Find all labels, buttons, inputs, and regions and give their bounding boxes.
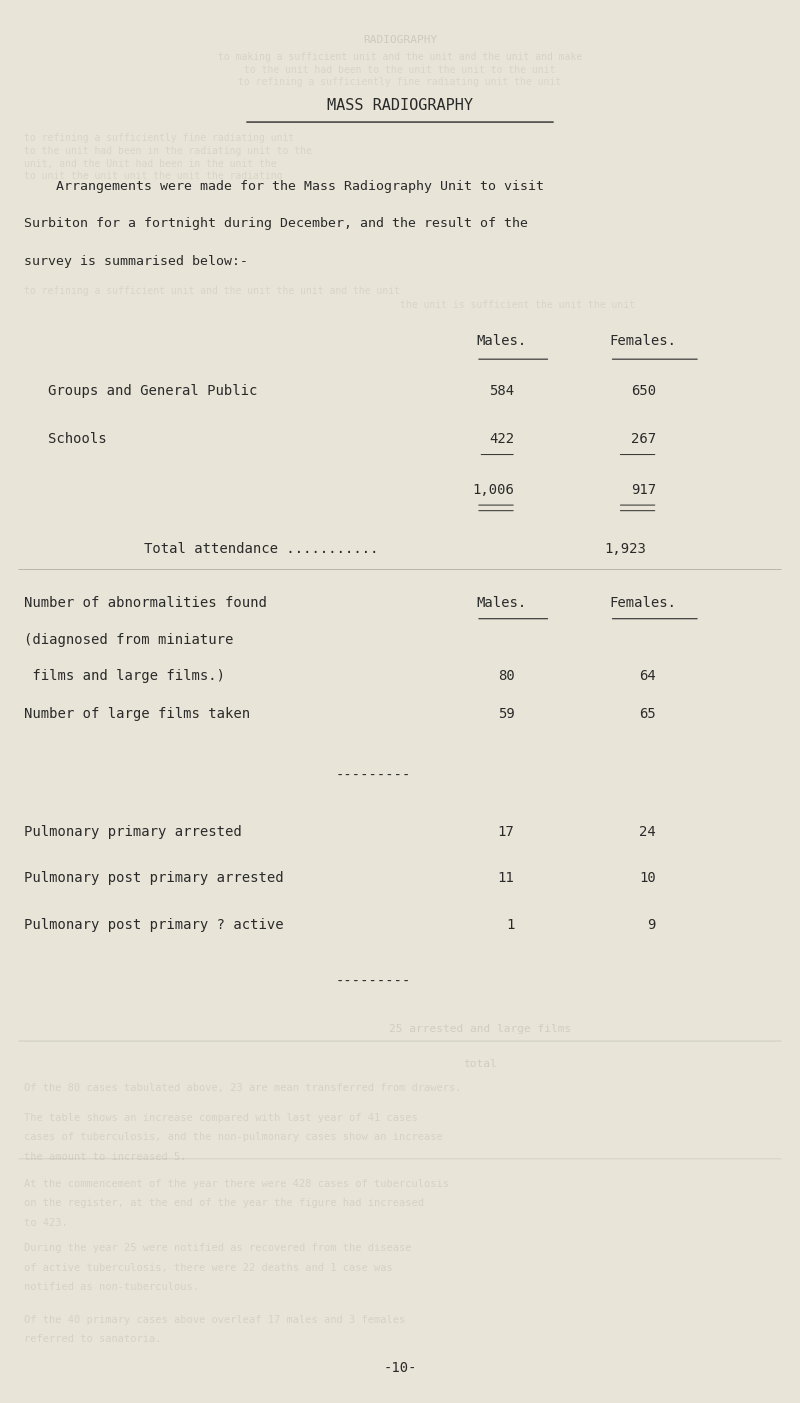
Text: to the unit had been in the radiating unit to the: to the unit had been in the radiating un… — [24, 146, 312, 156]
Text: to refining a sufficient unit and the unit the unit and the unit: to refining a sufficient unit and the un… — [24, 286, 400, 296]
Text: 1,923: 1,923 — [604, 542, 646, 556]
Text: referred to sanatoria.: referred to sanatoria. — [24, 1334, 162, 1344]
Text: notified as non-tuberculous.: notified as non-tuberculous. — [24, 1282, 199, 1292]
Text: 267: 267 — [631, 432, 656, 446]
Text: 9: 9 — [648, 918, 656, 932]
Text: RADIOGRAPHY: RADIOGRAPHY — [363, 35, 437, 45]
Text: 25 arrested and large films: 25 arrested and large films — [389, 1024, 571, 1034]
Text: Surbiton for a fortnight during December, and the result of the: Surbiton for a fortnight during December… — [24, 217, 528, 230]
Text: -10-: -10- — [383, 1361, 417, 1375]
Text: of active tuberculosis, there were 22 deaths and 1 case was: of active tuberculosis, there were 22 de… — [24, 1263, 393, 1273]
Text: Pulmonary post primary arrested: Pulmonary post primary arrested — [24, 871, 284, 885]
Text: films and large films.): films and large films.) — [24, 669, 225, 683]
Text: 1: 1 — [506, 918, 514, 932]
Text: Number of large films taken: Number of large films taken — [24, 707, 250, 721]
Text: survey is summarised below:-: survey is summarised below:- — [24, 255, 248, 268]
Text: Females.: Females. — [610, 334, 677, 348]
Text: 10: 10 — [639, 871, 656, 885]
Text: 422: 422 — [490, 432, 514, 446]
Text: 59: 59 — [498, 707, 514, 721]
Text: 650: 650 — [631, 384, 656, 398]
Text: 584: 584 — [490, 384, 514, 398]
Text: Males.: Males. — [476, 334, 526, 348]
Text: Total attendance ...........: Total attendance ........... — [144, 542, 378, 556]
Text: Arrangements were made for the Mass Radiography Unit to visit: Arrangements were made for the Mass Radi… — [24, 180, 544, 192]
Text: 917: 917 — [631, 483, 656, 497]
Text: to refining a sufficiently fine radiating unit: to refining a sufficiently fine radiatin… — [24, 133, 294, 143]
Text: Groups and General Public: Groups and General Public — [48, 384, 258, 398]
Text: ---------: --------- — [336, 975, 411, 989]
Text: 11: 11 — [498, 871, 514, 885]
Text: Pulmonary primary arrested: Pulmonary primary arrested — [24, 825, 242, 839]
Text: 80: 80 — [498, 669, 514, 683]
Text: The table shows an increase compared with last year of 41 cases: The table shows an increase compared wit… — [24, 1113, 418, 1122]
Text: Pulmonary post primary ? active: Pulmonary post primary ? active — [24, 918, 284, 932]
Text: At the commencement of the year there were 428 cases of tuberculosis: At the commencement of the year there we… — [24, 1179, 449, 1188]
Text: the amount to increased 5.: the amount to increased 5. — [24, 1152, 186, 1162]
Text: During the year 25 were notified as recovered from the disease: During the year 25 were notified as reco… — [24, 1243, 411, 1253]
Text: Females.: Females. — [610, 596, 677, 610]
Text: cases of tuberculosis, and the non-pulmonary cases show an increase: cases of tuberculosis, and the non-pulmo… — [24, 1132, 442, 1142]
Text: MASS RADIOGRAPHY: MASS RADIOGRAPHY — [327, 98, 473, 114]
Text: 1,006: 1,006 — [473, 483, 514, 497]
Text: ---------: --------- — [336, 769, 411, 783]
Text: 65: 65 — [639, 707, 656, 721]
Text: to the unit had been to the unit the unit to the unit: to the unit had been to the unit the uni… — [244, 65, 556, 74]
Text: to refining a sufficiently fine radiating unit the unit: to refining a sufficiently fine radiatin… — [238, 77, 562, 87]
Text: on the register, at the end of the year the figure had increased: on the register, at the end of the year … — [24, 1198, 424, 1208]
Text: (diagnosed from miniature: (diagnosed from miniature — [24, 633, 234, 647]
Text: Number of abnormalities found: Number of abnormalities found — [24, 596, 267, 610]
Text: 24: 24 — [639, 825, 656, 839]
Text: the unit is sufficient the unit the unit: the unit is sufficient the unit the unit — [400, 300, 635, 310]
Text: unit, and the Unit had been in the unit the: unit, and the Unit had been in the unit … — [24, 159, 277, 168]
Text: to unit the unit unit the unit the radiating: to unit the unit unit the unit the radia… — [24, 171, 282, 181]
Text: Males.: Males. — [476, 596, 526, 610]
Text: 17: 17 — [498, 825, 514, 839]
Text: Of the 40 primary cases above overleaf 17 males and 3 females: Of the 40 primary cases above overleaf 1… — [24, 1315, 406, 1324]
Text: to 423.: to 423. — [24, 1218, 68, 1228]
Text: total: total — [463, 1059, 497, 1069]
Text: Of the 80 cases tabulated above, 23 are mean transferred from drawers.: Of the 80 cases tabulated above, 23 are … — [24, 1083, 462, 1093]
Text: to making a sufficient unit and the unit and the unit and make: to making a sufficient unit and the unit… — [218, 52, 582, 62]
Text: Schools: Schools — [48, 432, 106, 446]
Text: 64: 64 — [639, 669, 656, 683]
